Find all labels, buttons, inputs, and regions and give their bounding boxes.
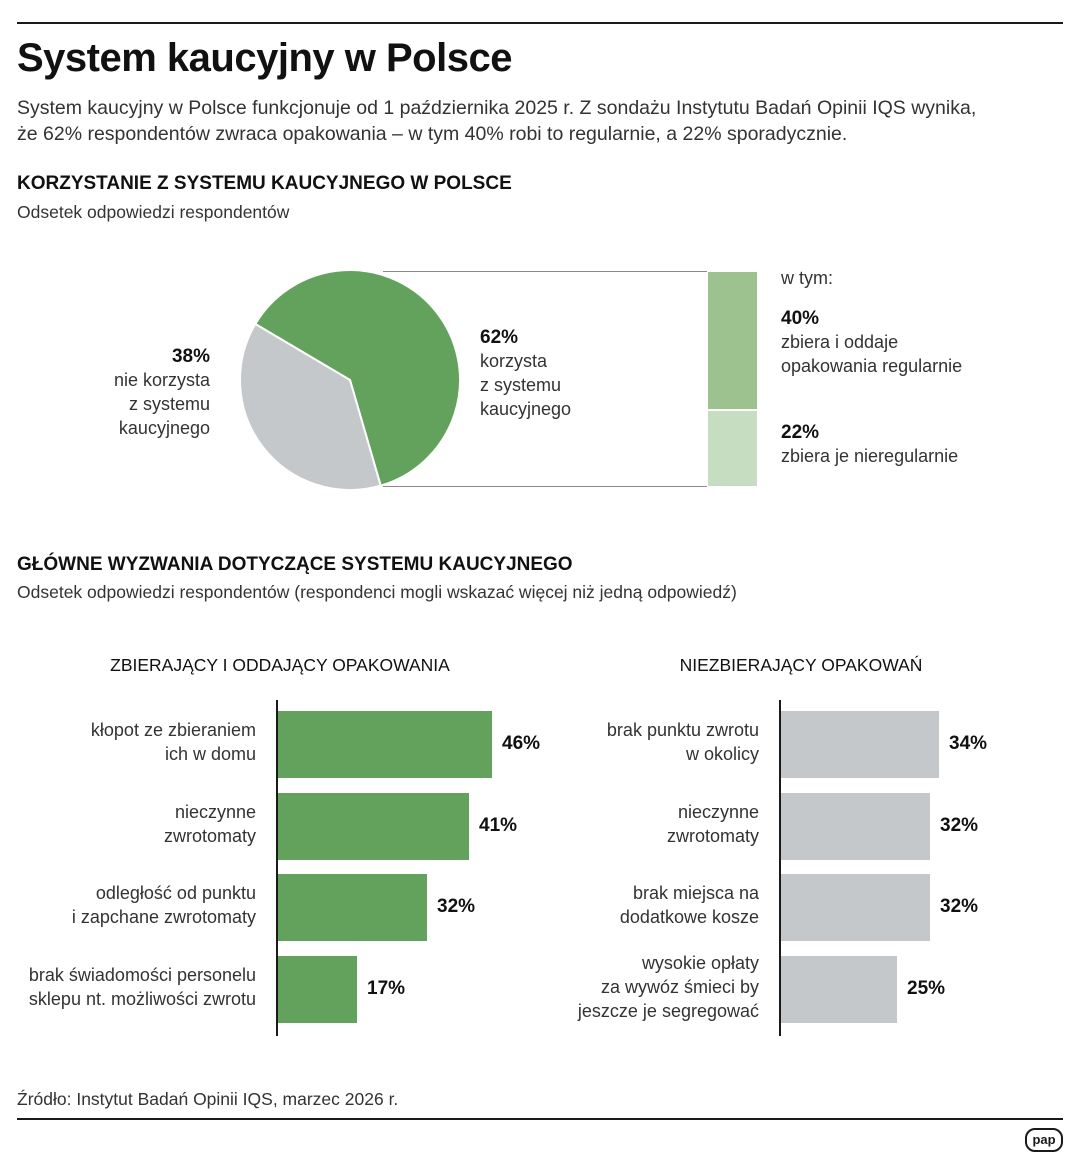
right-bar-label-1-line-2: w okolicy: [685, 744, 759, 764]
left-bar-3: [278, 874, 427, 942]
right-bar-label-4-line-1: wysokie opłaty: [641, 953, 759, 974]
left-bar-label-2-line-1: nieczynne: [174, 801, 256, 822]
right-bar-label-4-line-2: za wywóz śmieci by: [600, 977, 759, 998]
usage-pie-chart: [239, 269, 461, 491]
right-bar-1: [781, 711, 939, 778]
breakdown-text-regular-1: zbiera i oddaje: [781, 332, 899, 352]
pie-text-not-using-2: z systemu: [128, 394, 210, 414]
right-bar-3: [781, 874, 930, 942]
pie-label-using: 62% korzysta z systemu kaucyjnego: [480, 327, 630, 421]
left-bar-2: [278, 792, 469, 860]
breakdown-value-irregular: 22%: [781, 422, 820, 443]
pie-slice-using: [253, 269, 461, 487]
intro-text: System kaucyjny w Polsce funkcjonuje od …: [17, 95, 1067, 147]
left-bar-label-3: odległość od punktu i zapchane zwrotomaty: [11, 881, 256, 929]
right-bar-value-4: 25%: [907, 978, 946, 1000]
breakdown-bar-irregular: [708, 411, 757, 486]
left-bar-label-3-line-2: i zapchane zwrotomaty: [71, 907, 256, 928]
breakdown-text-regular-2: opakowania regularnie: [781, 356, 963, 376]
left-bar-1: [278, 711, 492, 778]
left-chart-axis: [276, 700, 278, 1036]
section2-title: GŁÓWNE WYZWANIA DOTYCZĄCE SYSTEMU KAUCYJ…: [17, 554, 573, 575]
right-bar-4: [781, 956, 897, 1024]
pie-text-using-1: korzysta: [480, 351, 548, 371]
right-bar-value-3: 32%: [940, 896, 979, 918]
source-note: Źródło: Instytut Badań Opinii IQS, marze…: [17, 1089, 399, 1109]
section2-subtitle: Odsetek odpowiedzi respondentów (respond…: [17, 582, 737, 602]
right-bar-label-3-line-2: dodatkowe kosze: [619, 907, 759, 928]
breakdown-top-line: [383, 271, 707, 272]
breakdown-value-regular: 40%: [781, 308, 820, 329]
left-bar-label-1-line-2: ich w domu: [164, 744, 256, 764]
pie-text-using-2: z systemu: [480, 375, 562, 395]
right-chart-axis: [779, 700, 781, 1036]
right-bar-label-3-line-1: brak miejsca na: [632, 883, 759, 904]
left-bar-label-1: kłopot ze zbieraniem ich w domu: [11, 718, 256, 766]
page-title: System kaucyjny w Polsce: [17, 36, 512, 80]
left-bar-value-2: 41%: [479, 814, 518, 836]
right-bar-label-4: wysokie opłaty za wywóz śmieci by jeszcze …: [514, 951, 759, 1023]
left-bar-value-3: 32%: [437, 896, 476, 918]
intro-line-2: że 62% respondentów zwraca opakowania – …: [17, 123, 848, 145]
breakdown-label-irregular: 22% zbiera je nieregularnie: [781, 422, 958, 468]
pie-value-not-using: 38%: [171, 346, 210, 367]
breakdown-bottom-line: [383, 486, 707, 487]
right-bar-label-1-line-1: brak punktu zwrotu: [606, 720, 759, 740]
pie-slice-not-using: [239, 322, 382, 491]
left-bar-label-2-line-2: zwrotomaty: [163, 825, 256, 846]
left-bar-value-4: 17%: [367, 978, 406, 1000]
right-bar-value-1: 34%: [949, 733, 988, 754]
pie-text-not-using-3: kaucyjnego: [118, 418, 210, 438]
right-bar-value-2: 32%: [940, 814, 979, 836]
pie-label-not-using: 38% nie korzysta z systemu kaucyjnego: [60, 346, 210, 440]
breakdown-heading: w tym:: [781, 268, 833, 288]
pie-text-not-using-1: nie korzysta: [113, 370, 210, 390]
top-rule: [17, 22, 1063, 24]
left-chart-title: ZBIERAJĄCY I ODDAJĄCY OPAKOWANIA: [110, 655, 450, 675]
breakdown-label-regular: 40% zbiera i oddaje opakowania regularni…: [781, 308, 962, 378]
right-bar-label-4-line-3: jeszcze je segregować: [577, 1001, 759, 1022]
breakdown-bar-regular: [708, 272, 757, 409]
bottom-rule: [17, 1118, 1063, 1120]
left-bar-label-2: nieczynne zwrotomaty: [11, 800, 256, 848]
section1-title: KORZYSTANIE Z SYSTEMU KAUCYJNEGO W POLSC…: [17, 173, 512, 194]
section1-subtitle: Odsetek odpowiedzi respondentów: [17, 202, 290, 222]
left-bar-label-4-line-1: brak świadomości personelu: [28, 965, 256, 986]
left-bar-4: [278, 956, 357, 1024]
breakdown-text-irregular-1: zbiera je nieregularnie: [781, 446, 959, 466]
left-bar-label-3-line-1: odległość od punktu: [95, 883, 256, 904]
intro-line-1: System kaucyjny w Polsce funkcjonuje od …: [17, 97, 977, 119]
right-bar-label-2-line-2: zwrotomaty: [666, 825, 759, 846]
right-bar-label-1: brak punktu zwrotu w okolicy: [514, 718, 759, 766]
left-bar-label-4-line-2: sklepu nt. możliwości zwrotu: [28, 989, 256, 1010]
right-bar-label-3: brak miejsca na dodatkowe kosze: [514, 881, 759, 929]
left-bar-label-1-line-1: kłopot ze zbieraniem: [90, 720, 256, 740]
pap-logo: pap: [1025, 1128, 1063, 1152]
left-bar-value-1: 46%: [502, 733, 541, 754]
right-bar-label-2: nieczynne zwrotomaty: [514, 800, 759, 848]
right-chart-title: NIEZBIERAJĄCY OPAKOWAŃ: [679, 655, 923, 675]
pie-value-using: 62%: [480, 327, 519, 348]
pie-text-using-3: kaucyjnego: [480, 399, 572, 419]
left-bar-label-4: brak świadomości personelu sklepu nt. moż…: [11, 963, 256, 1011]
right-bar-2: [781, 792, 930, 860]
right-bar-label-2-line-1: nieczynne: [677, 801, 759, 822]
